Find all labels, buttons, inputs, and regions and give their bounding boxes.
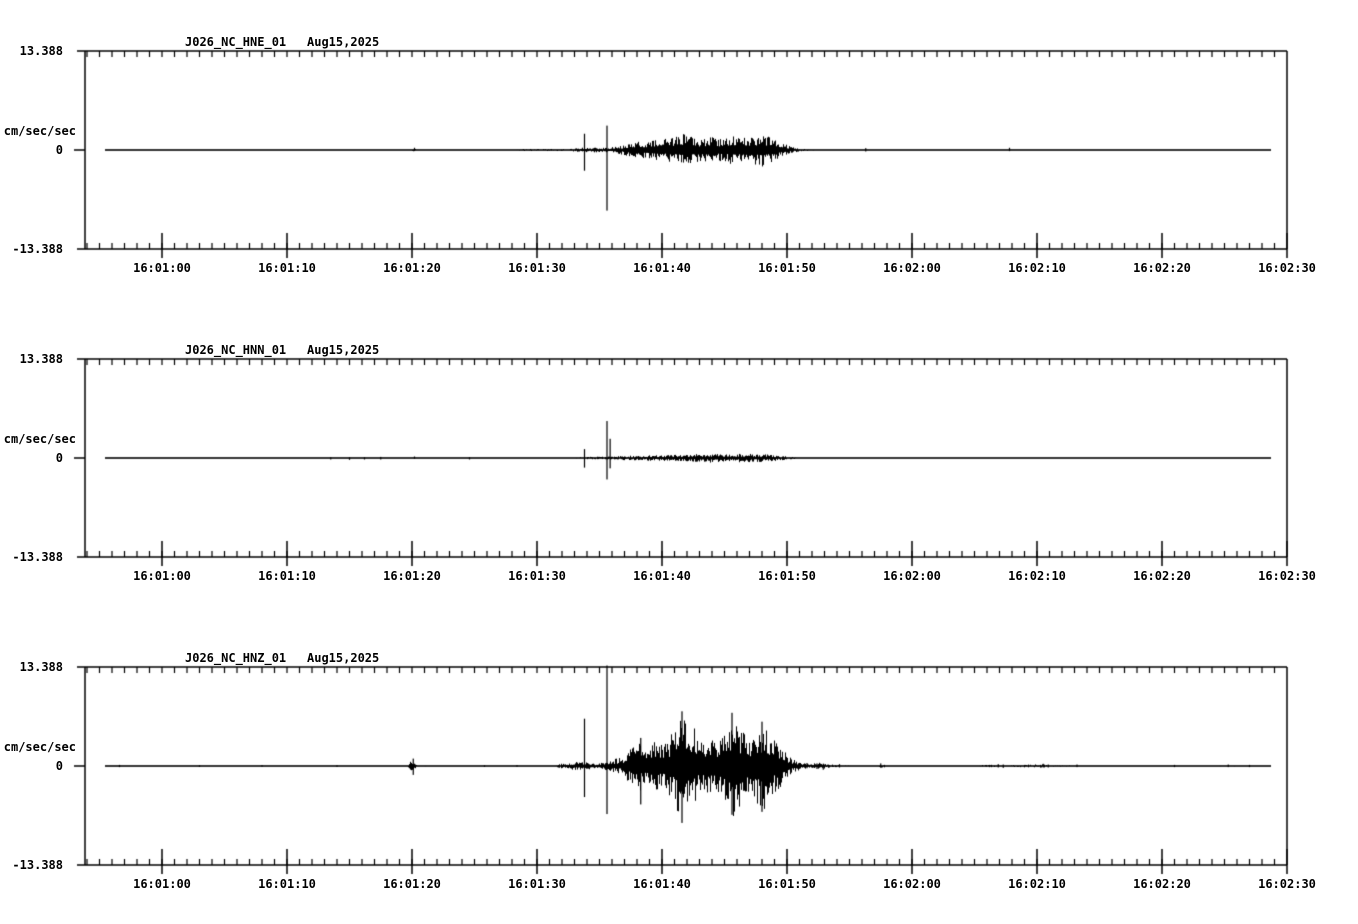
y-tick-label-max: 13.388 — [19, 44, 63, 58]
y-tick-label-zero: 0 — [55, 143, 63, 157]
x-tick-label: 16:02:10 — [1008, 261, 1066, 275]
panel-date: Aug15,2025 — [307, 651, 380, 665]
y-tick-label-max: 13.388 — [19, 660, 63, 674]
x-tick-label: 16:01:10 — [258, 569, 316, 583]
panel-title: J026_NC_HNN_01 — [185, 343, 287, 357]
y-tick-label-zero: 0 — [55, 759, 63, 773]
y-tick-label-min: -13.388 — [12, 242, 63, 256]
y-tick-label-max: 13.388 — [19, 352, 63, 366]
x-tick-label: 16:01:10 — [258, 261, 316, 275]
y-tick-label-min: -13.388 — [12, 550, 63, 564]
x-tick-label: 16:01:00 — [133, 877, 191, 891]
x-tick-label: 16:01:30 — [508, 877, 566, 891]
x-tick-label: 16:02:00 — [883, 261, 941, 275]
x-tick-label: 16:02:20 — [1133, 261, 1191, 275]
x-tick-label: 16:01:20 — [383, 569, 441, 583]
x-tick-label: 16:01:20 — [383, 877, 441, 891]
x-tick-label: 16:02:30 — [1258, 569, 1316, 583]
x-tick-label: 16:01:00 — [133, 569, 191, 583]
x-tick-label: 16:02:00 — [883, 877, 941, 891]
y-axis-unit-label: cm/sec/sec — [3, 740, 76, 754]
panel-date: Aug15,2025 — [307, 35, 380, 49]
y-tick-label-min: -13.388 — [12, 858, 63, 872]
x-tick-label: 16:02:30 — [1258, 261, 1316, 275]
x-tick-label: 16:01:00 — [133, 261, 191, 275]
x-tick-label: 16:02:10 — [1008, 569, 1066, 583]
x-tick-label: 16:02:10 — [1008, 877, 1066, 891]
x-tick-label: 16:02:00 — [883, 569, 941, 583]
x-tick-label: 16:01:40 — [633, 261, 691, 275]
y-axis-unit-label: cm/sec/sec — [3, 432, 76, 446]
x-tick-label: 16:01:40 — [633, 569, 691, 583]
x-tick-label: 16:01:20 — [383, 261, 441, 275]
y-tick-label-zero: 0 — [55, 451, 63, 465]
x-tick-label: 16:01:30 — [508, 569, 566, 583]
x-tick-label: 16:01:50 — [758, 877, 816, 891]
panel-date: Aug15,2025 — [307, 343, 380, 357]
x-tick-label: 16:01:30 — [508, 261, 566, 275]
x-tick-label: 16:02:30 — [1258, 877, 1316, 891]
panel-title: J026_NC_HNZ_01 — [185, 651, 287, 665]
x-tick-label: 16:01:50 — [758, 261, 816, 275]
x-tick-label: 16:01:10 — [258, 877, 316, 891]
x-tick-label: 16:02:20 — [1133, 569, 1191, 583]
x-tick-label: 16:01:50 — [758, 569, 816, 583]
x-tick-label: 16:02:20 — [1133, 877, 1191, 891]
panel-title: J026_NC_HNE_01 — [185, 35, 287, 49]
x-tick-label: 16:01:40 — [633, 877, 691, 891]
y-axis-unit-label: cm/sec/sec — [3, 124, 76, 138]
